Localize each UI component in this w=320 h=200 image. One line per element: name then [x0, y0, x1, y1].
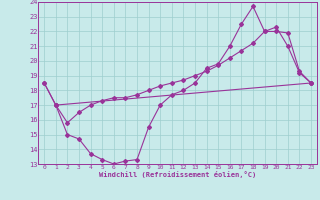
X-axis label: Windchill (Refroidissement éolien,°C): Windchill (Refroidissement éolien,°C)	[99, 171, 256, 178]
